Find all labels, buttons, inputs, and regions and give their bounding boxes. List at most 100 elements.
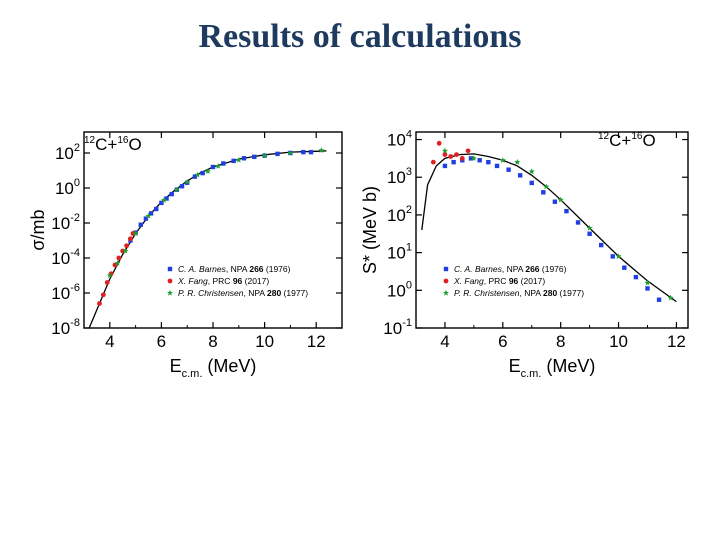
data-point-fang	[100, 292, 106, 298]
y-tick-exponent: -4	[70, 247, 80, 259]
y-axis-label-symbol: S	[360, 262, 380, 274]
legend-journal: , NPA	[520, 288, 543, 298]
x-tick-label: 12	[307, 332, 326, 351]
data-point-fang	[448, 154, 454, 159]
y-axis-label-tail: b	[28, 209, 48, 219]
y-tick-label: 102	[387, 204, 412, 225]
reaction-element-2: O	[642, 131, 655, 150]
legend-marker-fang	[167, 278, 173, 284]
legend-journal: , NPA	[502, 264, 525, 274]
data-point-christensen	[106, 272, 113, 279]
reaction-element-1: C+	[609, 131, 631, 150]
data-point-christensen	[184, 178, 191, 185]
series-fang	[430, 140, 471, 165]
y-tick-exponent: 0	[406, 279, 412, 291]
y-tick-label: 10-4	[51, 247, 80, 268]
series-barnes	[128, 149, 314, 243]
legend-volume: 96	[233, 276, 243, 286]
y-tick-label: 10-2	[51, 212, 80, 233]
reaction-label: 12C+16O	[598, 131, 656, 150]
y-tick-base: 10	[387, 281, 406, 300]
data-point-fang	[454, 152, 459, 158]
data-point-barnes	[529, 180, 534, 186]
data-point-barnes	[275, 151, 280, 157]
data-point-barnes	[308, 149, 314, 155]
data-point-christensen	[615, 253, 622, 259]
legend-author: X. Fang	[177, 276, 208, 286]
data-point-barnes	[221, 161, 226, 166]
series-christensen	[106, 147, 325, 279]
reaction-element-1: C+	[95, 135, 117, 154]
data-point-barnes	[143, 216, 149, 221]
y-tick-base: 10	[387, 131, 406, 150]
data-point-christensen	[586, 224, 593, 231]
data-point-christensen	[122, 247, 129, 254]
y-tick-label: 104	[387, 129, 412, 150]
x-axis-label-unit: (MeV)	[202, 356, 256, 376]
legend-volume: 280	[543, 288, 557, 298]
y-tick-exponent: 2	[406, 204, 412, 216]
reaction-mass-2: 16	[631, 131, 643, 142]
x-axis-label-main: E	[170, 356, 182, 376]
data-point-christensen	[204, 168, 211, 174]
data-point-barnes	[179, 184, 185, 189]
data-point-christensen	[194, 171, 201, 178]
y-tick-exponent: -6	[70, 282, 80, 294]
x-tick-label: 8	[556, 332, 565, 351]
data-point-barnes	[252, 154, 257, 160]
data-point-fang	[104, 280, 110, 285]
y-tick-label: 103	[387, 166, 412, 187]
reaction-element-2: O	[128, 135, 141, 154]
legend-volume: 280	[267, 288, 281, 298]
legend-year: (1976)	[264, 264, 291, 274]
data-point-fang	[124, 243, 129, 249]
legend-volume: 96	[509, 276, 519, 286]
data-point-fang	[128, 236, 133, 242]
data-point-christensen	[499, 157, 506, 163]
data-point-barnes	[517, 173, 523, 178]
data-point-barnes	[506, 167, 511, 172]
data-point-barnes	[451, 159, 456, 165]
data-point-barnes	[541, 190, 546, 195]
x-axis-label: Ec.m. (MeV)	[170, 356, 257, 380]
data-point-barnes	[138, 222, 143, 227]
x-axis-label-main: E	[509, 356, 521, 376]
data-point-christensen	[543, 183, 550, 190]
y-tick-base: 10	[387, 244, 406, 263]
data-point-fang	[112, 262, 118, 268]
theory-curve	[421, 153, 677, 303]
data-point-barnes	[148, 211, 154, 216]
data-point-barnes	[656, 297, 662, 302]
data-point-fang	[430, 159, 436, 165]
legend-author: P. R. Christensen	[178, 288, 244, 298]
y-tick-label: 10-1	[383, 317, 412, 338]
y-axis-label-symbol: σ	[28, 239, 48, 250]
legend-entry-christensen: P. R. Christensen, NPA 280 (1977)	[454, 288, 584, 298]
y-axis-label-unit: /m	[28, 219, 48, 239]
data-point-barnes	[169, 191, 174, 197]
y-tick-exponent: -1	[402, 317, 412, 329]
legend-marker-christensen	[443, 289, 449, 296]
plot-frame	[83, 131, 343, 329]
data-point-barnes	[486, 159, 491, 165]
data-point-christensen	[667, 294, 674, 301]
legend-marker-barnes	[443, 266, 449, 272]
data-point-christensen	[261, 152, 268, 159]
data-point-christensen	[215, 162, 222, 169]
data-point-barnes	[442, 163, 448, 169]
legend-year: (1977)	[281, 288, 308, 298]
y-axis-label-unit: * (MeV b)	[360, 186, 380, 262]
x-tick-label: 10	[609, 332, 628, 351]
legend-author: C. A. Barnes	[454, 264, 503, 274]
legend-marker-fang	[443, 278, 449, 284]
data-point-fang	[436, 140, 442, 146]
data-point-barnes	[477, 158, 482, 163]
data-point-barnes	[468, 156, 474, 161]
reaction-mass-1: 12	[598, 131, 610, 142]
y-tick-base: 10	[387, 168, 406, 187]
data-point-christensen	[441, 147, 448, 154]
data-point-barnes	[241, 156, 247, 161]
data-point-barnes	[552, 199, 558, 204]
